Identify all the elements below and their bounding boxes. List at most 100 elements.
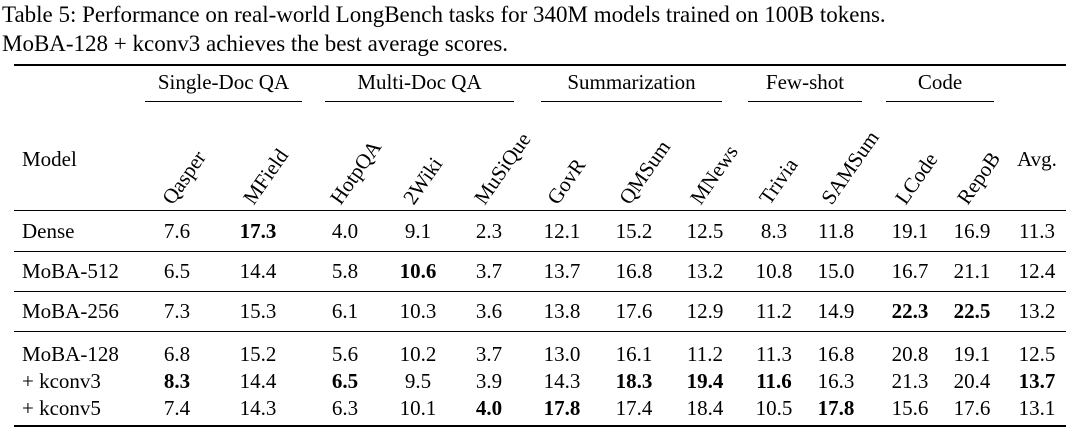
column-header: GovR (542, 153, 591, 209)
row-model-label: + kconv3 (22, 369, 101, 393)
table-cell: 13.8 (543, 299, 581, 323)
group-header: Code (917, 70, 963, 94)
column-header: Qasper (157, 146, 211, 209)
table-cell: 16.8 (817, 342, 855, 366)
table-cell: 16.8 (615, 259, 653, 283)
group-header: Few-shot (765, 70, 845, 94)
group-underline (541, 101, 722, 102)
table-cell: 3.7 (475, 259, 503, 283)
table-cell: 13.2 (1018, 299, 1056, 323)
table-cell: 5.8 (331, 259, 359, 283)
table-cell: 4.0 (331, 219, 359, 243)
table-cell: 10.8 (755, 259, 793, 283)
table-cell: 4.0 (475, 396, 503, 420)
table-cell: 14.4 (239, 369, 277, 393)
table-cell: 7.4 (163, 396, 191, 420)
table-cell: 7.6 (163, 219, 191, 243)
table-cell: 17.3 (239, 219, 277, 243)
table-cell: 15.3 (239, 299, 277, 323)
row-model-label: MoBA-256 (22, 299, 119, 323)
column-header: RepoB (952, 147, 1006, 209)
table-cell: 6.1 (331, 299, 359, 323)
row-model-label: Dense (22, 219, 75, 243)
row-model-label: + kconv5 (22, 396, 101, 420)
column-header: HotpQA (325, 135, 387, 209)
table-cell: 13.2 (686, 259, 724, 283)
table-cell: 20.8 (891, 342, 929, 366)
table-cell: 15.2 (239, 342, 277, 366)
table-cell: 12.5 (1018, 342, 1056, 366)
table-cell: 3.9 (475, 369, 503, 393)
row-rule-2 (14, 291, 1066, 292)
table-cell: 12.9 (686, 299, 724, 323)
table-cell: 17.6 (953, 396, 991, 420)
group-header: Summarization (567, 70, 696, 94)
caption-line-1: Table 5: Performance on real-world LongB… (2, 2, 886, 27)
table-cell: 15.2 (615, 219, 653, 243)
table-cell: 13.7 (1018, 369, 1056, 393)
column-header: MuSiQue (469, 128, 536, 209)
table-cell: 11.2 (756, 299, 792, 323)
table-cell: 7.3 (163, 299, 191, 323)
table-caption: Table 5: Performance on real-world LongB… (2, 0, 1078, 58)
table-cell: 3.7 (475, 342, 503, 366)
table-cell: 2.3 (475, 219, 503, 243)
column-header: LCode (890, 148, 943, 209)
table-cell: 12.5 (686, 219, 724, 243)
table-cell: 21.1 (953, 259, 991, 283)
table-cell: 17.4 (615, 396, 653, 420)
model-column-header: Model (22, 147, 77, 171)
table-cell: 8.3 (760, 219, 788, 243)
table-cell: 12.4 (1018, 259, 1056, 283)
table-cell: 8.3 (163, 369, 191, 393)
column-header: Trivia (754, 153, 803, 209)
table-cell: 17.8 (817, 396, 855, 420)
table-cell: 17.8 (543, 396, 581, 420)
column-header: MNews (685, 140, 743, 209)
column-header: SAMSum (816, 126, 884, 209)
table-cell: 12.1 (543, 219, 581, 243)
table-cell: 14.4 (239, 259, 277, 283)
table-cell: 11.3 (1019, 219, 1055, 243)
table-cell: 20.4 (953, 369, 991, 393)
table-cell: 13.7 (543, 259, 581, 283)
table-cell: 10.5 (755, 396, 793, 420)
table-cell: 11.6 (756, 369, 792, 393)
table-cell: 10.1 (399, 396, 437, 420)
group-underline (748, 101, 862, 102)
table-cell: 19.4 (686, 369, 724, 393)
table-cell: 22.3 (891, 299, 929, 323)
column-header: MField (238, 144, 294, 209)
table-cell: 10.6 (399, 259, 437, 283)
table-cell: 13.1 (1018, 396, 1056, 420)
table-cell: 16.1 (615, 342, 653, 366)
caption-line-2: MoBA-128 + kconv3 achieves the best aver… (2, 31, 509, 56)
table-cell: 11.8 (818, 219, 854, 243)
table-cell: 18.3 (615, 369, 653, 393)
table-cell: 10.2 (399, 342, 437, 366)
row-rule-1 (14, 251, 1066, 252)
table-cell: 13.0 (543, 342, 581, 366)
column-header: QMSum (614, 135, 676, 209)
table-cell: 6.5 (163, 259, 191, 283)
row-rule-3 (14, 331, 1066, 332)
table-cell: 3.6 (475, 299, 503, 323)
table-cell: 17.6 (615, 299, 653, 323)
group-underline (886, 101, 994, 102)
table-cell: 6.3 (331, 396, 359, 420)
group-underline (325, 101, 514, 102)
row-model-label: MoBA-512 (22, 259, 119, 283)
group-header: Single-Doc QA (157, 70, 290, 94)
table-cell: 14.3 (543, 369, 581, 393)
bottom-rule (14, 425, 1066, 427)
table-cell: 10.3 (399, 299, 437, 323)
header-rule (14, 210, 1066, 211)
group-underline (145, 101, 302, 102)
table-cell: 11.3 (756, 342, 792, 366)
table-cell: 5.6 (331, 342, 359, 366)
table-cell: 21.3 (891, 369, 929, 393)
table-cell: 15.6 (891, 396, 929, 420)
table-cell: 19.1 (891, 219, 929, 243)
table-cell: 14.3 (239, 396, 277, 420)
table-cell: 9.5 (404, 369, 432, 393)
